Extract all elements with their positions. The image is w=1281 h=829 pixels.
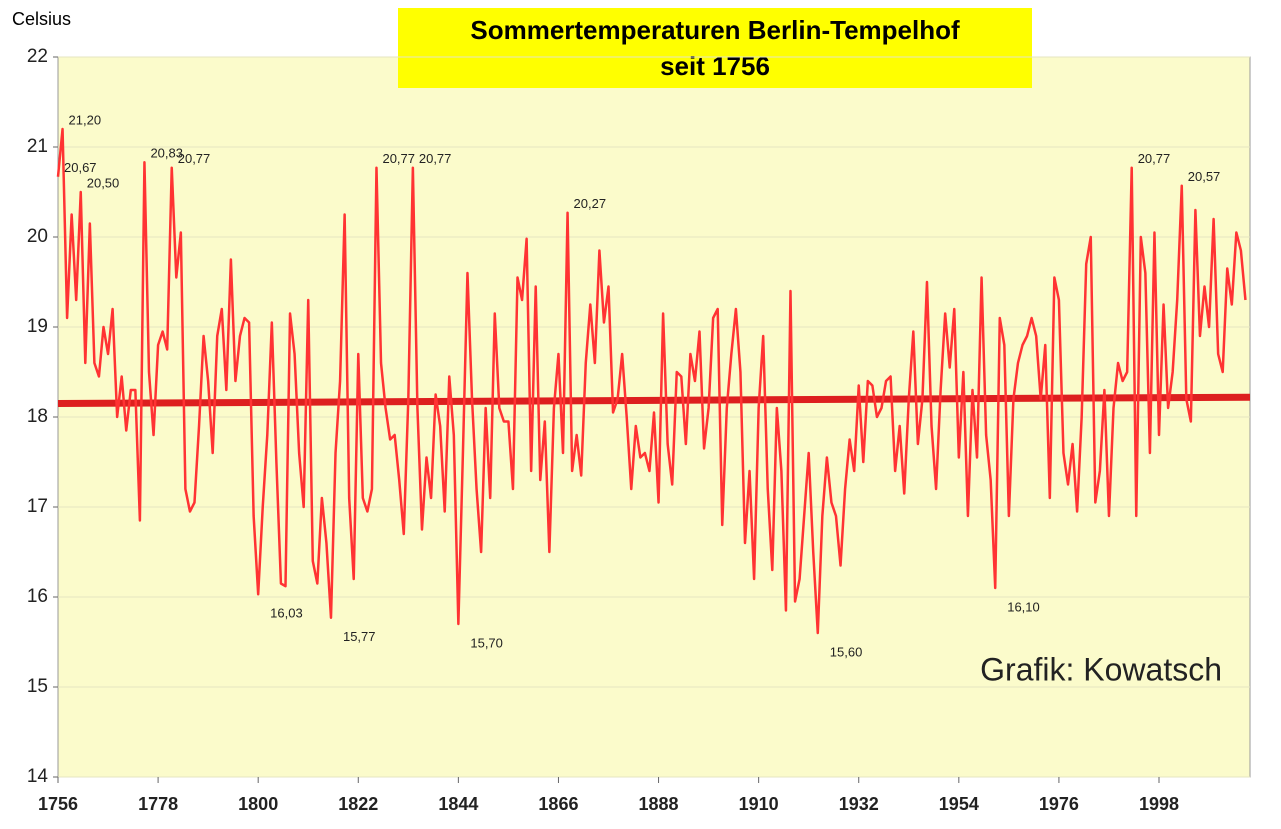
data-label: 20,77 xyxy=(419,151,452,166)
y-tick-label: 20 xyxy=(27,226,48,247)
data-line xyxy=(56,127,1247,635)
data-label: 20,50 xyxy=(87,175,120,190)
data-label: 20,57 xyxy=(1188,169,1221,184)
x-tick-label: 1910 xyxy=(739,794,779,814)
credit: Grafik: Kowatsch xyxy=(980,651,1222,687)
x-tick-label: 1976 xyxy=(1039,794,1079,814)
x-tick-label: 1778 xyxy=(138,794,178,814)
data-label: 16,03 xyxy=(270,606,303,621)
x-tick-label: 1756 xyxy=(38,794,78,814)
x-tick-label: 1800 xyxy=(238,794,278,814)
data-label: 20,67 xyxy=(64,160,97,175)
x-tick-label: 1866 xyxy=(538,794,578,814)
data-label: 20,27 xyxy=(574,196,607,211)
chart-title: seit 1756 xyxy=(660,51,770,81)
data-label: 20,77 xyxy=(1138,151,1171,166)
y-tick-label: 18 xyxy=(27,406,48,427)
y-tick-label: 16 xyxy=(27,586,48,607)
data-label: 16,10 xyxy=(1007,599,1040,614)
y-tick-label: 21 xyxy=(27,136,48,157)
data-label: 20,77 xyxy=(178,151,211,166)
y-tick-label: 19 xyxy=(27,316,48,337)
data-label: 20,77 xyxy=(382,151,415,166)
y-axis-label: Celsius xyxy=(12,9,71,29)
data-label: 15,60 xyxy=(830,644,863,659)
x-tick-label: 1932 xyxy=(839,794,879,814)
y-tick-label: 15 xyxy=(27,676,48,697)
x-tick-label: 1822 xyxy=(338,794,378,814)
title-box xyxy=(398,8,1032,88)
y-tick-label: 17 xyxy=(27,496,48,517)
x-tick-label: 1954 xyxy=(939,794,979,814)
chart-title: Sommertemperaturen Berlin-Tempelhof xyxy=(470,15,960,45)
y-tick-label: 14 xyxy=(27,766,49,787)
x-tick-label: 1844 xyxy=(438,794,478,814)
data-label: 20,83 xyxy=(150,146,183,161)
data-label: 15,77 xyxy=(343,629,376,644)
data-label: 21,20 xyxy=(69,112,102,127)
y-tick-label: 22 xyxy=(27,46,48,67)
x-tick-label: 1888 xyxy=(639,794,679,814)
x-tick-label: 1998 xyxy=(1139,794,1179,814)
data-label: 15,70 xyxy=(470,635,503,650)
